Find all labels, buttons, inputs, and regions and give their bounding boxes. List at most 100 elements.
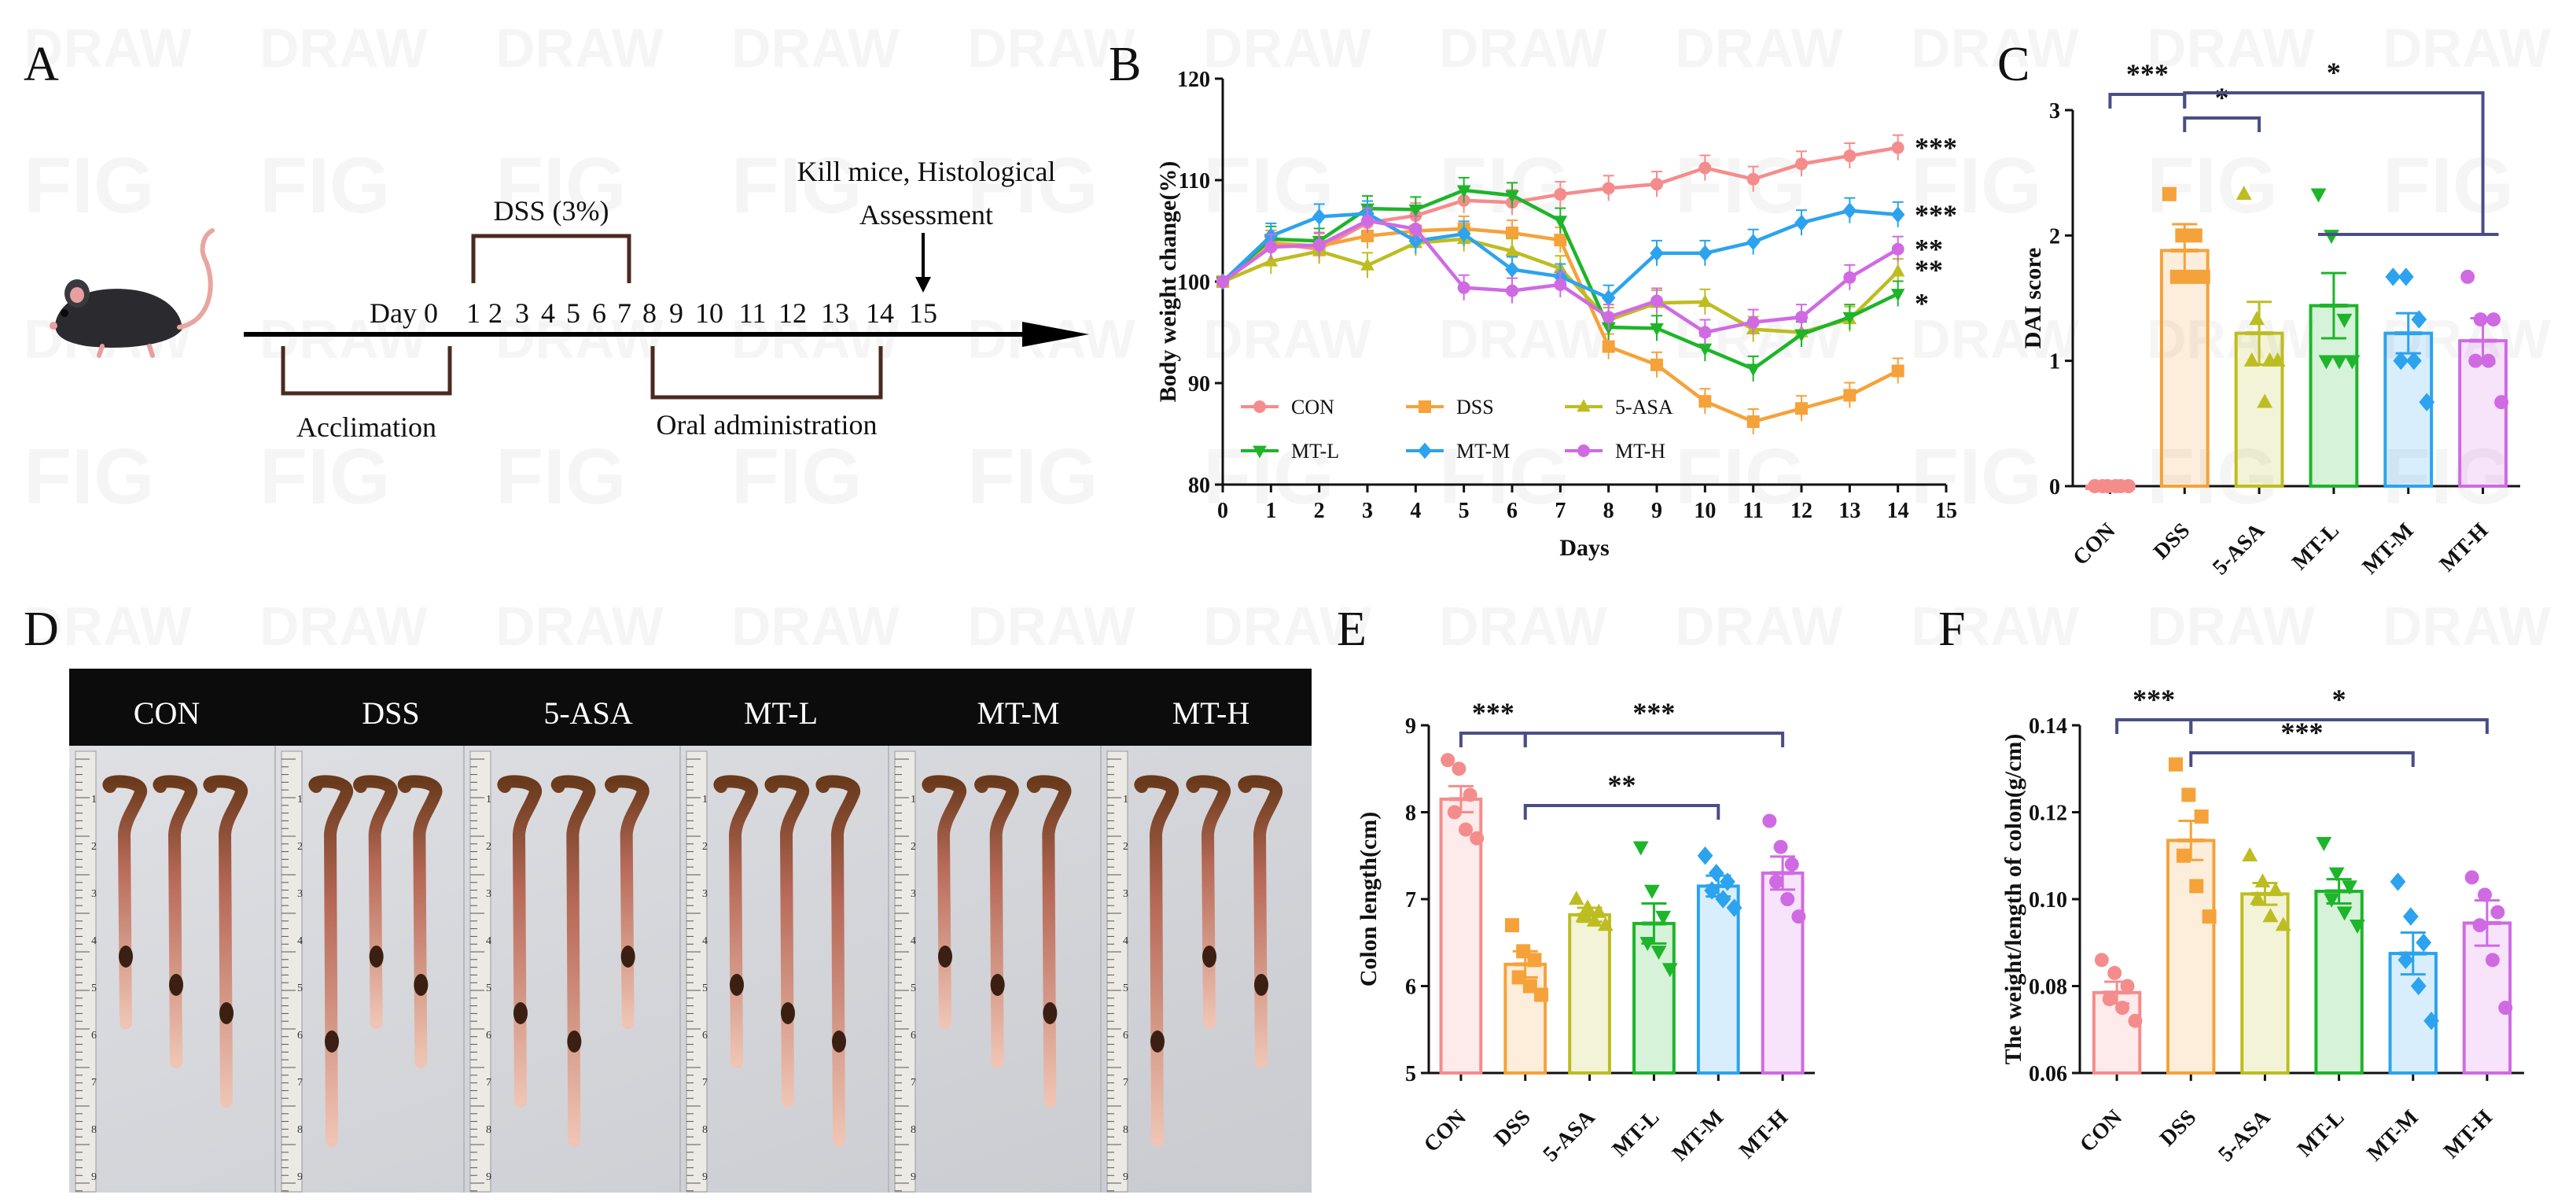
significance-label: **	[1915, 254, 1943, 286]
data-point	[1650, 946, 1667, 960]
group-label: MT-M	[977, 695, 1059, 731]
ruler-number: 4	[1123, 935, 1128, 947]
data-point	[2242, 846, 2258, 861]
x-tick-label: 11	[1742, 499, 1763, 523]
colon-sample	[974, 775, 1019, 1068]
ruler-number: 9	[702, 1171, 708, 1183]
colon-sample	[308, 775, 354, 1147]
data-point	[2168, 757, 2183, 772]
data-point	[1534, 987, 1549, 1002]
comparison-label: ***	[2281, 717, 2324, 748]
y-tick-label: 1	[2049, 350, 2060, 374]
data-point	[1843, 271, 1857, 284]
data-point	[1698, 326, 1712, 339]
comparison-bracket	[2183, 91, 2485, 234]
data-point	[2310, 188, 2327, 203]
data-point	[1890, 264, 1905, 277]
ruler-number: 3	[1123, 888, 1128, 900]
comparison-label: ***	[1472, 697, 1514, 728]
data-point	[1457, 281, 1470, 294]
watermark-text: FIG	[1675, 433, 1806, 521]
data-point	[1708, 864, 1724, 883]
colon-sample	[153, 775, 198, 1068]
significance-label: ***	[1915, 132, 1957, 164]
legend-label: 5-ASA	[1615, 396, 1673, 418]
legend-label: MT-H	[1615, 440, 1665, 463]
watermark-text: DRAW	[1675, 308, 1843, 370]
data-point	[1602, 340, 1615, 353]
ruler-number: 7	[1123, 1077, 1128, 1089]
day-number: 12	[778, 297, 807, 329]
y-axis-label: Colon length(cm)	[1356, 812, 1382, 986]
watermark-text: FIG	[24, 142, 155, 230]
data-point	[2250, 890, 2265, 905]
data-point	[1643, 884, 1660, 899]
comparison-label: ***	[2126, 58, 2169, 90]
data-point	[2107, 965, 2122, 980]
ruler	[1106, 750, 1128, 1193]
ruler-number: 3	[702, 888, 708, 900]
oral-bracket	[650, 346, 883, 400]
panel-label-c: C	[1997, 38, 2030, 91]
x-tick-label: MT-L	[2287, 518, 2344, 575]
ruler-number: 4	[702, 935, 708, 947]
day-number: 14	[866, 297, 894, 329]
watermark-text: FIG	[1911, 142, 2042, 230]
data-point	[1511, 970, 1526, 985]
ruler-number: 9	[1123, 1171, 1128, 1183]
ruler-number: 4	[297, 935, 303, 947]
data-point	[2257, 393, 2273, 408]
bar	[2383, 331, 2434, 489]
kill-label-1: Kill mice, Histological	[797, 156, 1056, 187]
data-point	[1575, 908, 1592, 923]
data-point	[2472, 918, 2487, 933]
significance-label: **	[1915, 234, 1943, 265]
ruler-number: 4	[486, 935, 491, 947]
data-point	[2328, 867, 2345, 882]
colon-feces	[219, 1002, 234, 1024]
data-point	[1697, 846, 1713, 865]
ruler-number: 5	[1123, 983, 1128, 994]
kill-label-2: Assessment	[859, 199, 993, 230]
colon-feces	[620, 946, 635, 968]
day-number: 7	[617, 297, 631, 329]
day-number: 5	[566, 297, 580, 329]
data-point	[1264, 253, 1279, 267]
watermark-text: FIG	[2147, 433, 2278, 521]
group-label: 5-ASA	[543, 695, 632, 731]
watermark-text: DRAW	[2383, 17, 2551, 79]
y-tick-label: 3	[2049, 99, 2060, 124]
watermark-text: DRAW	[259, 308, 428, 370]
ruler-number: 8	[702, 1124, 708, 1136]
colon-sample	[605, 775, 650, 1029]
data-point	[1506, 284, 1518, 297]
ruler-number: 2	[702, 841, 708, 853]
data-point	[1773, 839, 1788, 854]
data-point	[2423, 1012, 2440, 1031]
ruler	[894, 750, 916, 1193]
data-point	[1554, 278, 1567, 291]
legend-label: MT-M	[1456, 440, 1510, 463]
y-tick-label: 80	[1188, 474, 1210, 498]
data-point	[1456, 225, 1471, 242]
day-number: 8	[642, 297, 657, 329]
data-point	[1470, 831, 1485, 846]
y-tick-label: 100	[1177, 271, 1210, 295]
watermark-text: DRAW	[967, 595, 1135, 657]
data-point	[2269, 352, 2286, 367]
colon-feces	[1150, 1031, 1165, 1053]
photo-header	[69, 669, 1312, 746]
data-point	[1662, 963, 1678, 978]
data-point	[2175, 228, 2190, 243]
data-point	[1890, 206, 1905, 223]
data-point	[1408, 205, 1423, 218]
comparison-bracket	[2108, 93, 2187, 109]
x-tick-label: MT-L	[2293, 1105, 2350, 1162]
ruler-number: 1	[486, 794, 491, 806]
x-tick-label: 5	[1459, 499, 1470, 523]
watermark-text: FIG	[967, 433, 1098, 521]
data-point	[2494, 395, 2509, 410]
ruler-number: 2	[1123, 841, 1128, 853]
panel-a-timeline: DRAW DRAW DRAW DRAW DRAW DRAW DRAW DRAW DRAW DRAW…	[24, 17, 2551, 657]
